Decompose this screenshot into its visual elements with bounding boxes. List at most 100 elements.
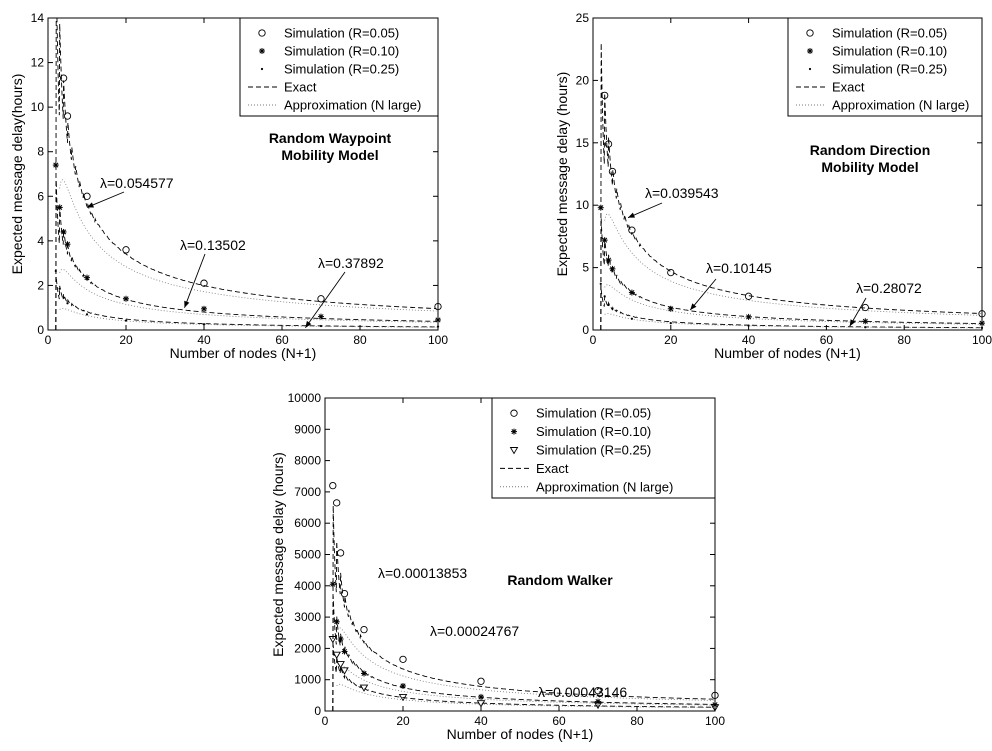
legend-marker [511,428,517,435]
x-tick-label: 60 [275,333,289,347]
data-point [478,693,484,700]
series-1 [601,91,986,318]
data-point [476,700,486,708]
data-point [601,91,609,100]
x-tick-label: 60 [552,714,566,728]
data-point [62,296,65,299]
data-point [477,677,485,685]
data-point [336,549,345,557]
data-point [84,274,90,281]
data-point [328,636,338,644]
lambda-annotation: λ=0.00024767 [430,623,519,639]
data-point [54,269,57,273]
data-point [336,661,345,669]
x-tick-label: 40 [197,333,211,347]
x-axis-label: Number of nodes (N+1) [447,726,594,742]
y-tick-label: 0 [314,704,321,718]
data-point [667,268,675,277]
y-tick-label: 6000 [294,516,321,530]
data-point [593,701,603,710]
exact-curve-2 [332,596,714,712]
data-point [594,687,602,695]
approximation-curve-2 [59,268,437,323]
lambda-annotation: λ=0.37892 [318,255,384,271]
lambda-annotation: λ=0.054577 [100,175,174,191]
approximation-curve-2 [336,664,714,706]
y-tick-label: 10 [576,198,590,212]
data-point [319,324,323,328]
x-tick-label: 80 [353,333,367,347]
data-point [864,326,867,329]
data-point [337,636,344,643]
data-point [607,303,610,307]
legend-marker [260,67,264,71]
y-axis-label: Expected message delay(hours) [9,74,25,275]
legend-entry: Simulation (R=0.05) [284,26,399,41]
x-axis-label: Number of nodes (N+1) [714,345,861,361]
y-tick-label: 6 [37,189,44,203]
lambda-arrowhead [305,320,312,328]
y-tick-label: 8000 [294,454,321,468]
lambda-arrowhead [184,300,190,308]
lambda-arrowhead [628,212,636,218]
y-tick-label: 15 [576,136,590,150]
data-point [201,305,207,312]
series-3 [599,282,984,329]
legend-marker [807,48,813,54]
legend-entry: Simulation (R=0.25) [536,443,651,458]
data-point [628,226,636,234]
x-tick-label: 100 [972,333,992,347]
exact-curve-3 [600,289,981,331]
legend-marker [510,409,518,417]
x-tick-label: 80 [898,333,912,347]
data-point [595,698,601,705]
approximation-curve-1 [604,213,981,316]
lambda-arrow [86,191,125,208]
data-point [360,625,368,634]
data-point [318,313,324,320]
legend-entry: Approximation (N large) [284,98,421,113]
data-point [399,655,407,664]
legend-entry: Exact [832,80,865,95]
y-tick-label: 3000 [294,610,321,624]
data-point [333,618,340,625]
x-tick-label: 20 [396,714,410,728]
legend: Simulation (R=0.05) Simulation (R=0.10) Si… [239,17,439,117]
lambda-arrow [305,271,346,329]
legend-marker [808,67,812,71]
data-point [200,279,208,287]
data-point [611,307,614,310]
data-point [400,682,406,689]
x-tick-label: 60 [820,333,834,347]
legend: Simulation (R=0.05) Simulation (R=0.10) Si… [491,397,716,499]
x-tick-label: 100 [705,714,725,728]
data-point [66,302,69,305]
legend-entry: Simulation (R=0.10) [536,424,651,439]
legend-box [491,397,716,499]
model-label: Mobility Model [281,147,378,163]
lambda-annotation: λ=0.00043146 [538,684,627,700]
y-tick-label: 4000 [294,579,321,593]
data-point [604,140,613,148]
data-point [60,228,67,235]
data-point [609,265,616,272]
data-point [862,318,869,325]
lambda-arrow [689,278,717,311]
model-label: Random Walker [507,572,613,588]
data-point [628,289,635,296]
x-tick-label: 0 [590,333,597,347]
y-tick-label: 14 [31,11,45,25]
x-tick-label: 80 [630,714,644,728]
data-point [123,295,129,302]
data-point [83,192,91,200]
y-tick-label: 0 [582,323,589,337]
data-point [85,313,89,316]
data-point [599,282,602,285]
data-point [669,322,672,325]
data-point [340,667,349,675]
lambda-annotation: λ=0.13502 [180,237,246,253]
data-point [745,313,752,320]
legend-entry: Approximation (N large) [832,98,969,113]
y-tick-label: 5000 [294,548,321,562]
